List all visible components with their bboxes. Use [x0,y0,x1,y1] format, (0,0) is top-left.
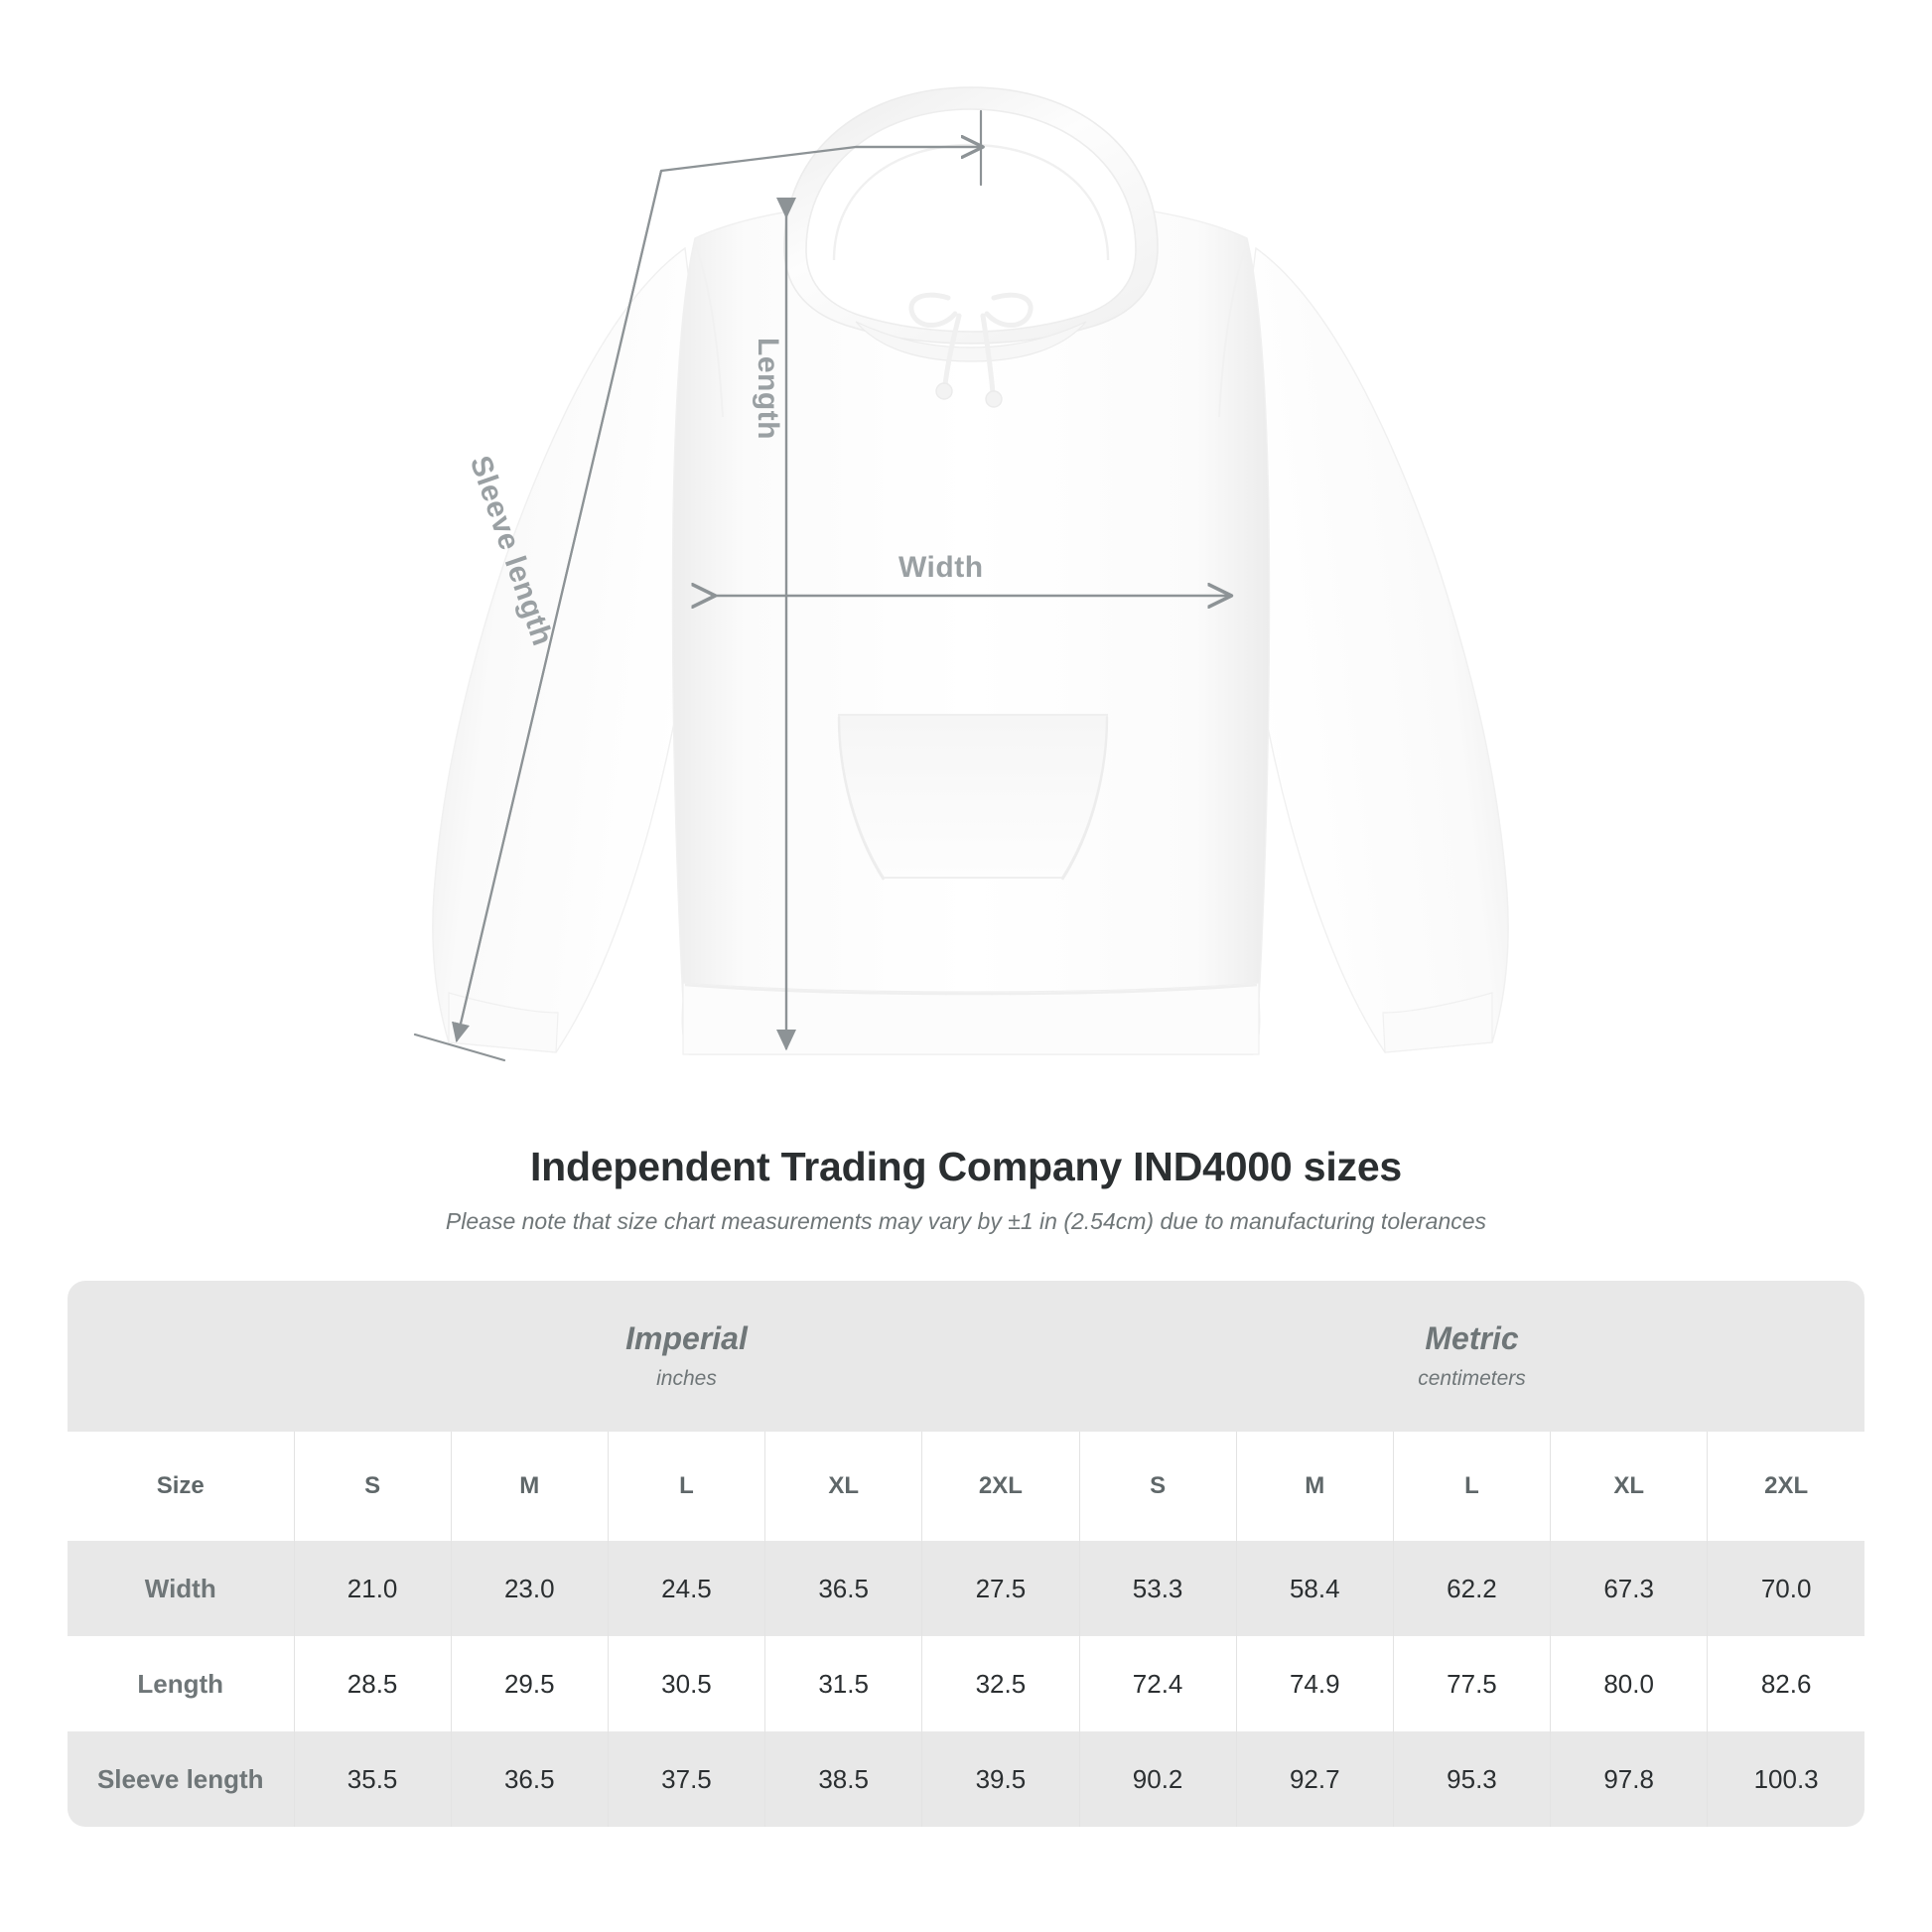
table-row: Sleeve length 35.5 36.5 37.5 38.5 39.5 9… [68,1731,1864,1827]
unit-header-metric-sub: centimeters [1418,1366,1526,1390]
width-dimension-label: Width [898,551,984,584]
unit-header-metric: Metric centimeters [1079,1281,1864,1432]
cell-width-6: 58.4 [1235,1541,1394,1636]
cell-width-0: 21.0 [293,1541,452,1636]
cell-length-5: 72.4 [1078,1636,1237,1731]
drawstring-aglet-right [985,390,1003,408]
hoodie-garment-shape [432,86,1509,1055]
size-chart-table: Imperial inches Metric centimeters Size … [68,1281,1864,1827]
pocket-seam-right [1060,716,1109,881]
cell-length-7: 77.5 [1392,1636,1551,1731]
cell-length-9: 82.6 [1707,1636,1864,1731]
cell-sleeve-4: 39.5 [921,1731,1079,1827]
cell-sleeve-2: 37.5 [607,1731,765,1827]
right-sleeve [1233,246,1509,1053]
unit-group-header-row: Imperial inches Metric centimeters [68,1281,1864,1432]
size-header-col-0: S [293,1432,452,1541]
kangaroo-pocket [837,714,1109,879]
cell-length-4: 32.5 [921,1636,1079,1731]
size-header-col-7: L [1392,1432,1551,1541]
unit-header-metric-name: Metric [1425,1320,1519,1357]
cell-sleeve-9: 100.3 [1707,1731,1864,1827]
neck-opening [855,321,1087,362]
bottom-hem [682,982,1260,1055]
left-shoulder-seam [694,242,724,418]
cell-sleeve-5: 90.2 [1078,1731,1237,1827]
cell-length-8: 80.0 [1550,1636,1708,1731]
pocket-seam-left [837,716,886,881]
table-row: Length 28.5 29.5 30.5 31.5 32.5 72.4 74.… [68,1636,1864,1731]
sleeve-end-tick [413,1033,506,1062]
unit-header-imperial-name: Imperial [625,1320,748,1357]
measurement-label-length: Length [68,1636,294,1731]
size-header-col-8: XL [1550,1432,1708,1541]
size-header-col-6: M [1235,1432,1394,1541]
size-header-label: Size [68,1432,294,1541]
cell-width-7: 62.2 [1392,1541,1551,1636]
cell-width-8: 67.3 [1550,1541,1708,1636]
cell-width-5: 53.3 [1078,1541,1237,1636]
measurement-annotations [413,109,1229,1062]
cell-width-2: 24.5 [607,1541,765,1636]
size-header-col-4: 2XL [921,1432,1079,1541]
garment-figure: Length Width Sleeve length [413,86,1509,1062]
cell-sleeve-8: 97.8 [1550,1731,1708,1827]
unit-header-spacer [68,1281,294,1432]
drawstring [908,292,1034,396]
cell-length-0: 28.5 [293,1636,452,1731]
unit-header-imperial: Imperial inches [294,1281,1079,1432]
cell-width-1: 23.0 [450,1541,609,1636]
cell-length-2: 30.5 [607,1636,765,1731]
cell-width-4: 27.5 [921,1541,1079,1636]
cell-sleeve-0: 35.5 [293,1731,452,1827]
cell-sleeve-6: 92.7 [1235,1731,1394,1827]
hoodie-illustration [413,86,1509,1062]
page-subtitle: Please note that size chart measurements… [445,1208,1487,1234]
cell-sleeve-7: 95.3 [1392,1731,1551,1827]
cell-length-3: 31.5 [764,1636,922,1731]
length-dimension-label: Length [752,338,784,440]
cell-width-3: 36.5 [764,1541,922,1636]
sleeve-length-dimension-arrow [413,109,981,1062]
hem-seam [684,983,1258,996]
size-header-col-1: M [450,1432,609,1541]
measurement-label-width: Width [68,1541,294,1636]
cell-length-1: 29.5 [450,1636,609,1731]
table-row: Width 21.0 23.0 24.5 36.5 27.5 53.3 58.4… [68,1541,1864,1636]
size-chart-table-container: Imperial inches Metric centimeters Size … [68,1281,1864,1827]
page-title: Independent Trading Company IND4000 size… [529,1144,1403,1189]
cell-length-6: 74.9 [1235,1636,1394,1731]
left-cuff [448,992,559,1053]
size-header-col-3: XL [764,1432,922,1541]
right-shoulder-seam [1218,242,1248,418]
size-header-col-2: L [607,1432,765,1541]
size-header-row: Size S M L XL 2XL S M L XL 2XL [68,1432,1864,1541]
size-header-col-9: 2XL [1707,1432,1864,1541]
cell-sleeve-3: 38.5 [764,1731,922,1827]
left-sleeve [432,246,708,1053]
cell-sleeve-1: 36.5 [450,1731,609,1827]
size-header-col-5: S [1078,1432,1237,1541]
unit-header-imperial-sub: inches [656,1366,717,1390]
drawstring-aglet-left [935,382,953,400]
measurement-label-sleeve-length: Sleeve length [68,1731,294,1827]
right-cuff [1382,992,1493,1053]
cell-width-9: 70.0 [1707,1541,1864,1636]
